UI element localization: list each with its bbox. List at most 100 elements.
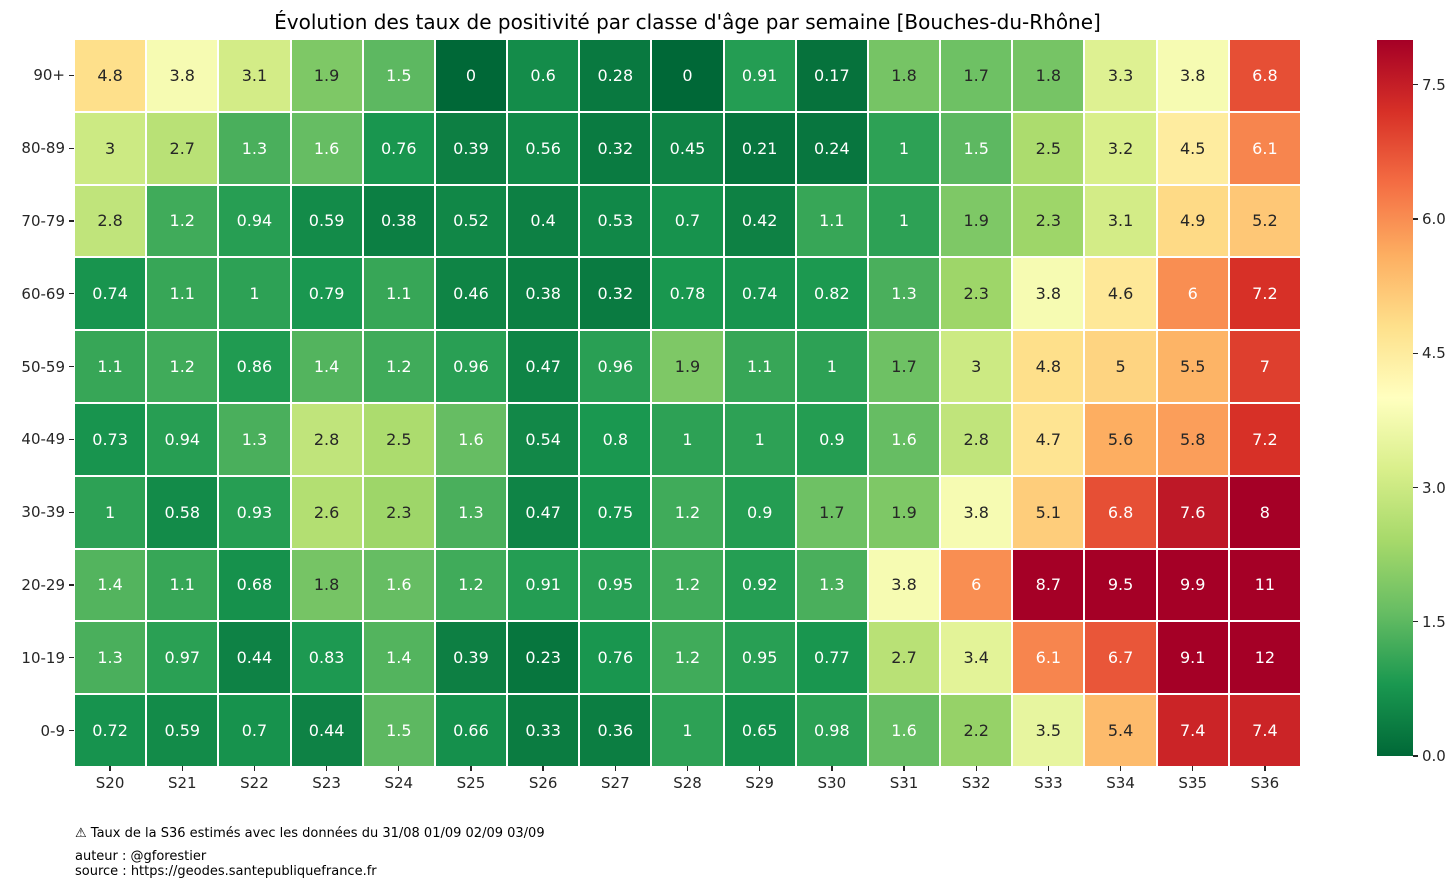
colorbar-tick-label: 0.0 bbox=[1422, 747, 1446, 765]
heatmap-cell: 7.4 bbox=[1229, 695, 1300, 766]
heatmap-cell: 0.92 bbox=[724, 549, 795, 621]
y-axis-label-text: 70-79 bbox=[21, 211, 65, 230]
heatmap-cell: 3.8 bbox=[147, 40, 218, 111]
heatmap-cell: 0.8 bbox=[580, 404, 651, 475]
heatmap-cell: 1.5 bbox=[941, 112, 1012, 184]
x-axis-label-text: S20 bbox=[95, 774, 125, 792]
x-axis-tick-mark bbox=[1119, 766, 1122, 771]
heatmap-cell: 12 bbox=[1229, 622, 1300, 694]
heatmap-cell: 0.95 bbox=[724, 622, 795, 694]
heatmap-cell: 1.3 bbox=[219, 112, 290, 184]
heatmap-cell: 0.45 bbox=[652, 112, 723, 184]
heatmap-cell: 1.7 bbox=[941, 40, 1012, 111]
x-axis-label-text: S31 bbox=[889, 774, 919, 792]
x-axis-tick-label: S20 bbox=[75, 766, 145, 792]
heatmap-cell: 1.2 bbox=[435, 549, 507, 621]
y-axis-label-text: 50-59 bbox=[21, 357, 65, 376]
x-axis-label-text: S33 bbox=[1034, 774, 1063, 792]
x-axis-tick-label: S26 bbox=[508, 766, 578, 792]
heatmap-cell: 1.2 bbox=[652, 622, 723, 694]
heatmap-cell: 0.32 bbox=[580, 112, 651, 184]
heatmap-cell: 0.77 bbox=[796, 622, 867, 694]
x-axis-label-text: S21 bbox=[167, 774, 197, 792]
heatmap-cell: 0.75 bbox=[580, 476, 651, 548]
heatmap-cell: 1.9 bbox=[291, 40, 362, 111]
heatmap-cell: 5.1 bbox=[1013, 476, 1084, 548]
heatmap-cell: 3 bbox=[75, 112, 146, 184]
y-axis-label-text: 80-89 bbox=[21, 139, 65, 158]
x-axis-tick-label: S29 bbox=[725, 766, 795, 792]
chart-title: Évolution des taux de positivité par cla… bbox=[274, 10, 1101, 34]
heatmap-cell: 0.53 bbox=[580, 185, 651, 257]
heatmap-cell: 0 bbox=[652, 40, 723, 111]
heatmap-cell: 0.4 bbox=[508, 185, 579, 257]
x-axis-label-text: S24 bbox=[384, 774, 414, 792]
heatmap-cell: 0.59 bbox=[291, 185, 362, 257]
x-axis-tick-mark bbox=[181, 766, 183, 771]
heatmap-cell: 0.9 bbox=[724, 476, 795, 548]
heatmap-cell: 2.2 bbox=[941, 695, 1012, 766]
y-axis-tick-label: 40-49 bbox=[0, 404, 74, 475]
heatmap-cell: 1 bbox=[868, 185, 940, 257]
heatmap-cell: 3.2 bbox=[1085, 112, 1156, 184]
heatmap-cell: 0.65 bbox=[724, 695, 795, 766]
heatmap-cell: 0.38 bbox=[508, 258, 579, 330]
x-axis-label-text: S29 bbox=[745, 774, 774, 792]
x-axis-tick-mark bbox=[1047, 766, 1050, 771]
heatmap-cell: 2.7 bbox=[868, 622, 940, 694]
x-axis-tick-mark bbox=[325, 766, 328, 771]
heatmap-cell: 0.42 bbox=[724, 185, 795, 257]
x-axis-tick-mark bbox=[686, 766, 689, 771]
colorbar-tick-mark bbox=[1413, 218, 1418, 220]
y-axis-tick-mark bbox=[69, 220, 74, 222]
heatmap-cell: 1 bbox=[652, 695, 723, 766]
heatmap-cell: 1.9 bbox=[941, 185, 1012, 257]
x-axis-label-text: S22 bbox=[240, 774, 269, 792]
heatmap-cell: 4.9 bbox=[1157, 185, 1228, 257]
y-axis-label-text: 20-29 bbox=[21, 575, 65, 594]
colorbar-tick-mark bbox=[1413, 84, 1418, 86]
heatmap-cell: 0.97 bbox=[147, 622, 218, 694]
heatmap-cell: 0.24 bbox=[796, 112, 867, 184]
heatmap-cell: 0.23 bbox=[508, 622, 579, 694]
colorbar-tick-mark bbox=[1413, 621, 1418, 623]
heatmap-cell: 4.8 bbox=[75, 40, 146, 111]
y-axis-tick-mark bbox=[69, 729, 74, 732]
heatmap-cell: 0.94 bbox=[219, 185, 290, 257]
heatmap-cell: 1.9 bbox=[652, 331, 723, 402]
y-axis-tick-mark bbox=[69, 438, 74, 441]
heatmap-cell: 3.8 bbox=[941, 476, 1012, 548]
x-axis-tick-mark bbox=[109, 766, 111, 771]
heatmap-cell: 0.17 bbox=[796, 40, 867, 111]
y-axis-tick-mark bbox=[69, 584, 74, 586]
heatmap-cell: 4.5 bbox=[1157, 112, 1228, 184]
heatmap-cell: 1.1 bbox=[363, 258, 434, 330]
heatmap-cell: 0.82 bbox=[796, 258, 867, 330]
x-axis-tick-label: S21 bbox=[147, 766, 217, 792]
heatmap-cell: 1.4 bbox=[291, 331, 362, 402]
heatmap-cell: 2.6 bbox=[291, 476, 362, 548]
colorbar-tick-label: 1.5 bbox=[1422, 612, 1446, 631]
heatmap-cell: 5.4 bbox=[1085, 695, 1156, 766]
colorbar-tick: 1.5 bbox=[1413, 613, 1446, 631]
heatmap-cell: 9.5 bbox=[1085, 549, 1156, 621]
heatmap-cell: 0.72 bbox=[75, 695, 146, 766]
heatmap-cell: 3.1 bbox=[219, 40, 290, 111]
x-axis-label-text: S30 bbox=[817, 774, 847, 792]
x-axis-tick-label: S35 bbox=[1158, 766, 1228, 792]
heatmap-cell: 0.33 bbox=[508, 695, 579, 766]
x-axis-tick-mark bbox=[758, 766, 761, 771]
x-axis-tick-label: S33 bbox=[1013, 766, 1083, 792]
heatmap-cell: 0.73 bbox=[75, 404, 146, 475]
heatmap-cell: 1.8 bbox=[868, 40, 940, 111]
x-axis-label-text: S23 bbox=[312, 774, 341, 792]
heatmap-cell: 6.8 bbox=[1229, 40, 1300, 111]
heatmap-cell: 1.1 bbox=[724, 331, 795, 402]
y-axis-tick-label: 30-39 bbox=[0, 477, 74, 548]
y-axis-label-text: 60-69 bbox=[21, 284, 65, 303]
heatmap-cell: 4.6 bbox=[1085, 258, 1156, 330]
heatmap-cell: 3.8 bbox=[868, 549, 940, 621]
heatmap-cell: 7.2 bbox=[1229, 258, 1300, 330]
heatmap-cell: 8 bbox=[1229, 476, 1300, 548]
y-axis-tick-mark bbox=[69, 365, 74, 368]
